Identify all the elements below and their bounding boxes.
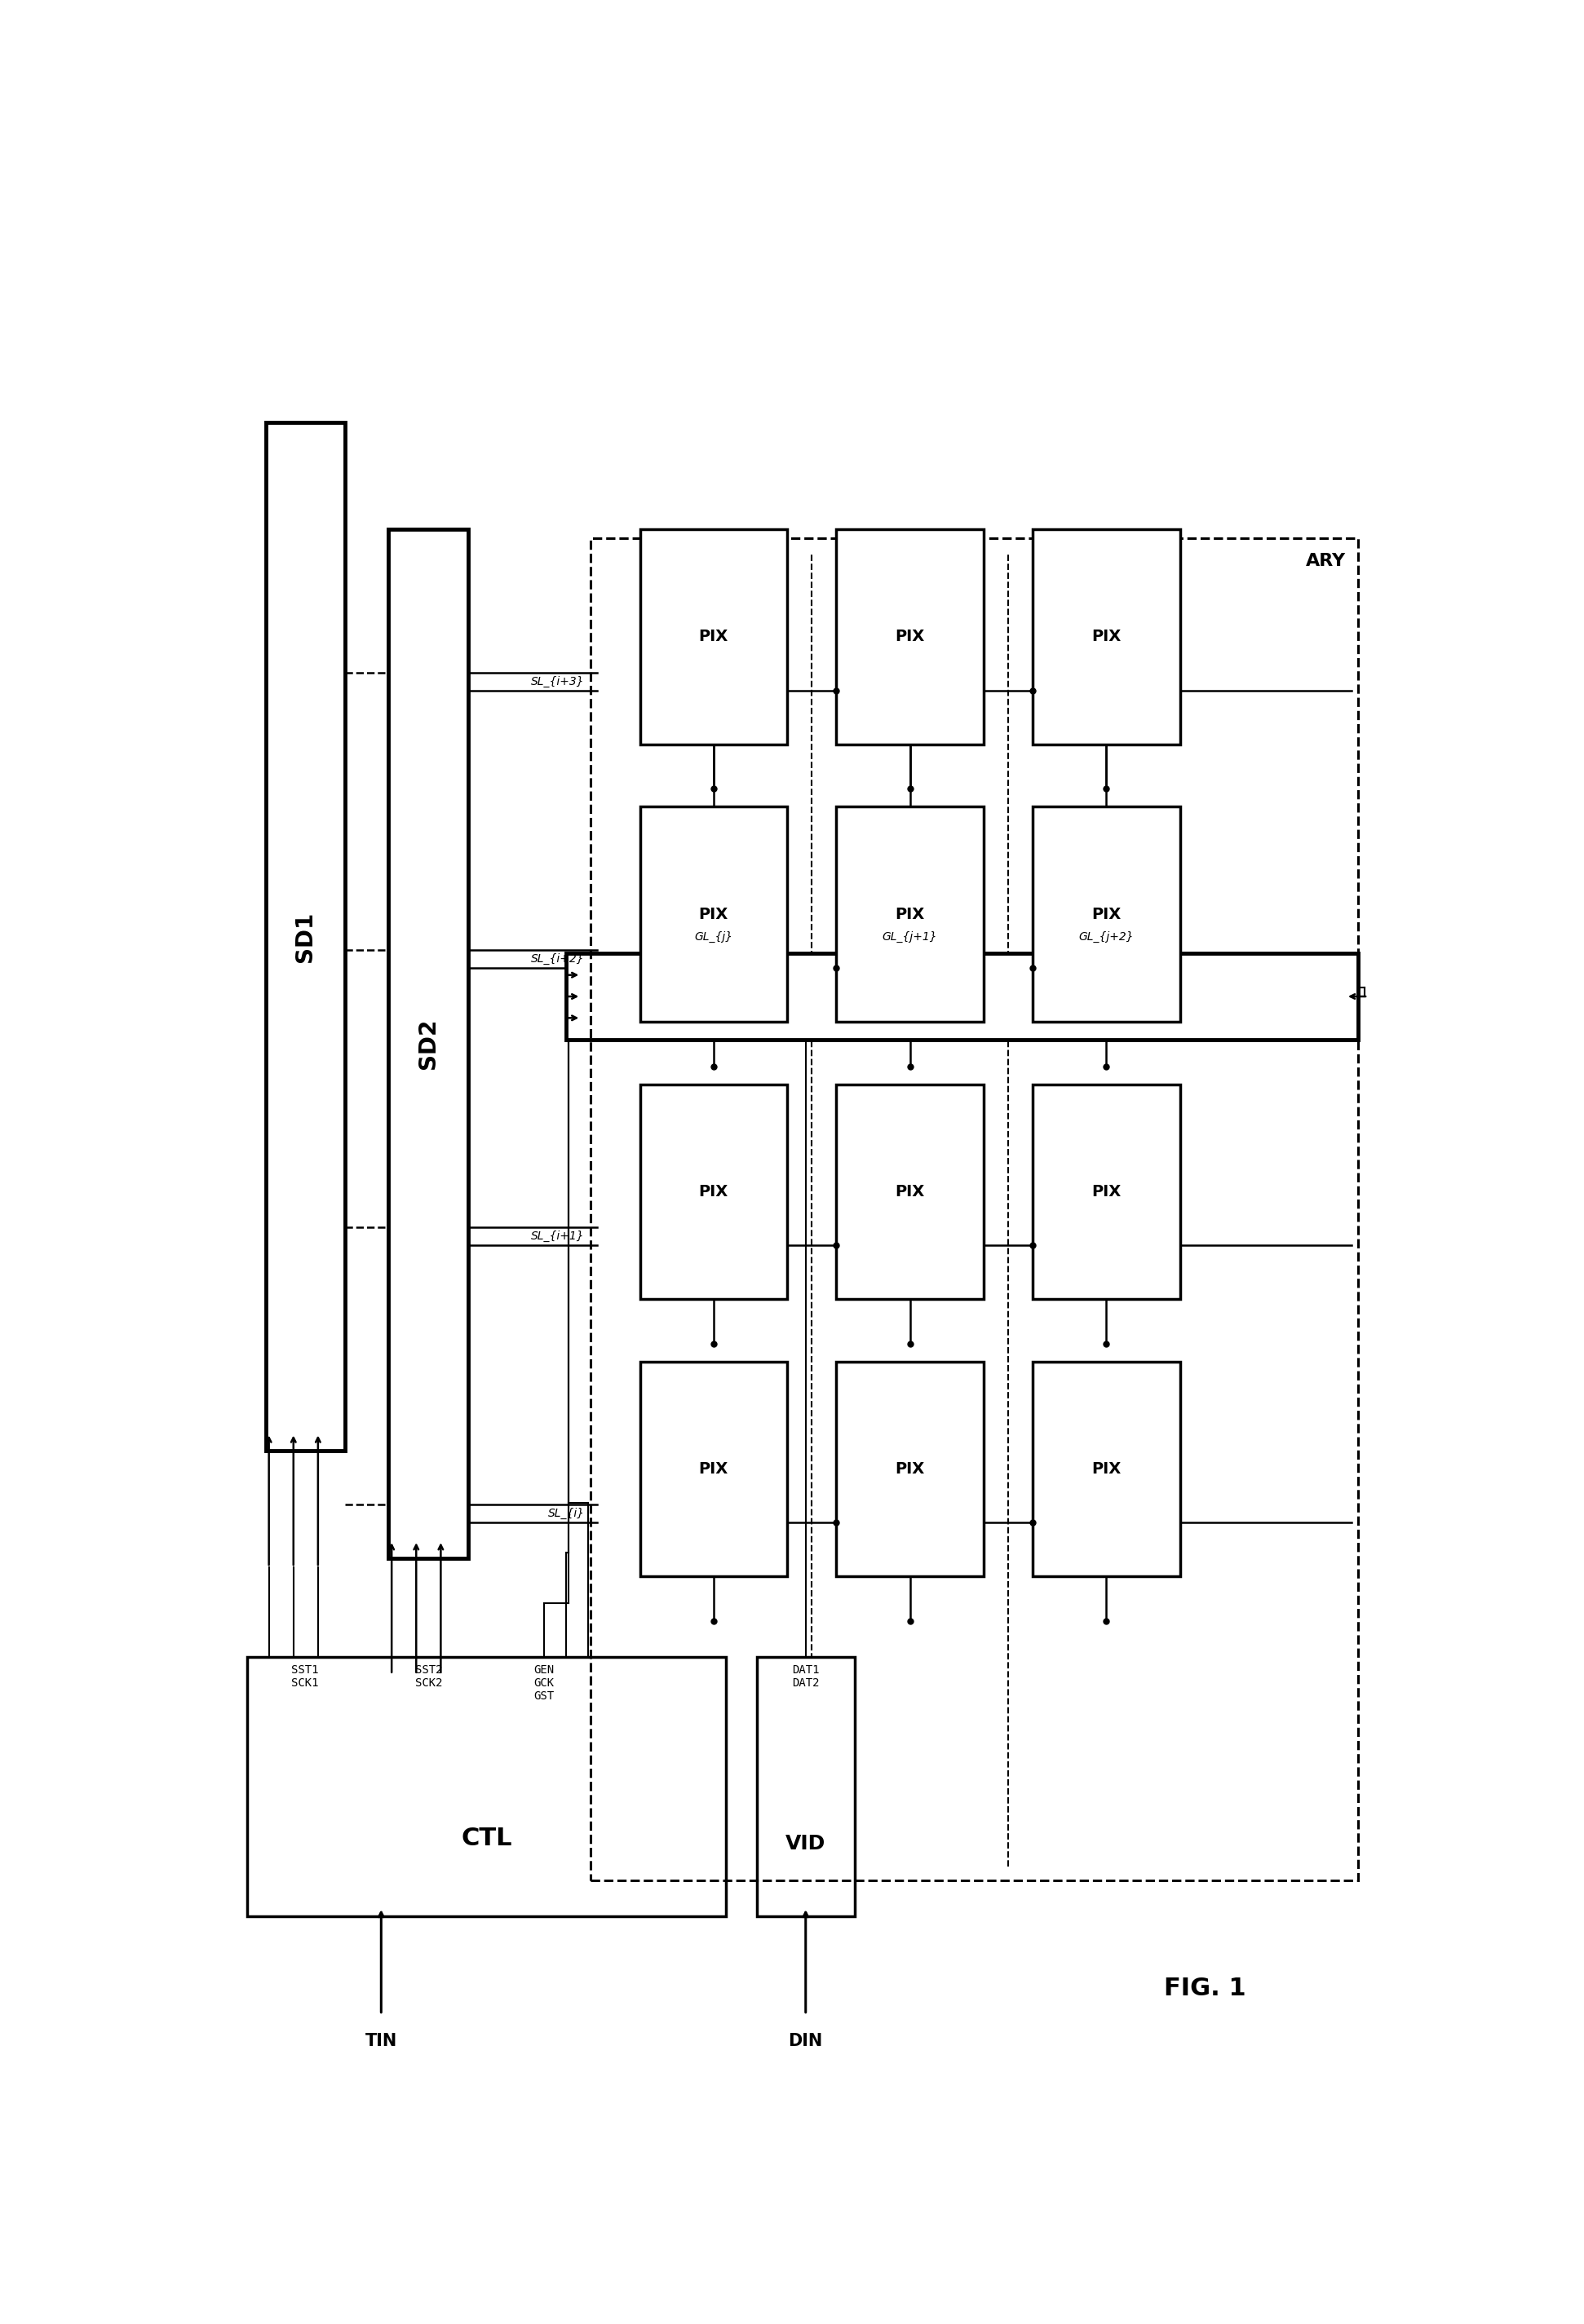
- FancyBboxPatch shape: [640, 1083, 787, 1299]
- FancyBboxPatch shape: [836, 1362, 984, 1576]
- Text: PIX: PIX: [699, 1183, 729, 1199]
- FancyBboxPatch shape: [388, 530, 469, 1559]
- Text: GL_{j}: GL_{j}: [694, 932, 733, 944]
- FancyBboxPatch shape: [1033, 1362, 1180, 1576]
- Text: ARY: ARY: [1305, 553, 1346, 569]
- Text: PIX: PIX: [699, 1462, 729, 1476]
- Text: PIX: PIX: [1091, 1462, 1121, 1476]
- Text: PIX: PIX: [1091, 1183, 1121, 1199]
- FancyBboxPatch shape: [836, 1083, 984, 1299]
- FancyBboxPatch shape: [567, 953, 1357, 1039]
- Text: PIX: PIX: [699, 630, 729, 644]
- Text: SST1
SCK1: SST1 SCK1: [291, 1664, 318, 1690]
- FancyBboxPatch shape: [757, 1657, 855, 1917]
- Text: FIG. 1: FIG. 1: [1164, 1978, 1245, 2001]
- Text: SL_{i}: SL_{i}: [548, 1508, 584, 1520]
- FancyBboxPatch shape: [640, 806, 787, 1023]
- Text: DAT1
DAT2: DAT1 DAT2: [792, 1664, 819, 1690]
- Text: GL_{j+2}: GL_{j+2}: [1079, 932, 1134, 944]
- FancyBboxPatch shape: [1033, 1083, 1180, 1299]
- Text: PIX: PIX: [895, 630, 925, 644]
- Text: SL_{i+1}: SL_{i+1}: [531, 1229, 584, 1241]
- Text: SD1: SD1: [295, 911, 317, 962]
- Text: PIX: PIX: [1091, 630, 1121, 644]
- FancyBboxPatch shape: [836, 530, 984, 744]
- FancyBboxPatch shape: [1033, 530, 1180, 744]
- Text: GD: GD: [941, 985, 982, 1009]
- Text: TIN: TIN: [366, 2034, 398, 2050]
- FancyBboxPatch shape: [266, 423, 345, 1450]
- Text: SL_{i+3}: SL_{i+3}: [531, 676, 584, 688]
- Text: SL_{i+2}: SL_{i+2}: [531, 953, 584, 964]
- Text: SD2: SD2: [417, 1018, 440, 1069]
- Text: PIX: PIX: [1091, 906, 1121, 923]
- FancyBboxPatch shape: [836, 806, 984, 1023]
- FancyBboxPatch shape: [247, 1657, 725, 1917]
- FancyBboxPatch shape: [640, 530, 787, 744]
- Text: DIN: DIN: [789, 2034, 824, 2050]
- Text: PIX: PIX: [895, 906, 925, 923]
- Text: PIX: PIX: [895, 1462, 925, 1476]
- Text: GL_{j+1}: GL_{j+1}: [882, 932, 938, 944]
- FancyBboxPatch shape: [1033, 806, 1180, 1023]
- Text: SST2
SCK2: SST2 SCK2: [415, 1664, 442, 1690]
- Text: VID: VID: [786, 1834, 825, 1852]
- Text: PIX: PIX: [699, 906, 729, 923]
- Text: PIX: PIX: [895, 1183, 925, 1199]
- FancyBboxPatch shape: [640, 1362, 787, 1576]
- Text: CTL: CTL: [461, 1827, 512, 1850]
- Text: GEN
GCK
GST: GEN GCK GST: [534, 1664, 554, 1701]
